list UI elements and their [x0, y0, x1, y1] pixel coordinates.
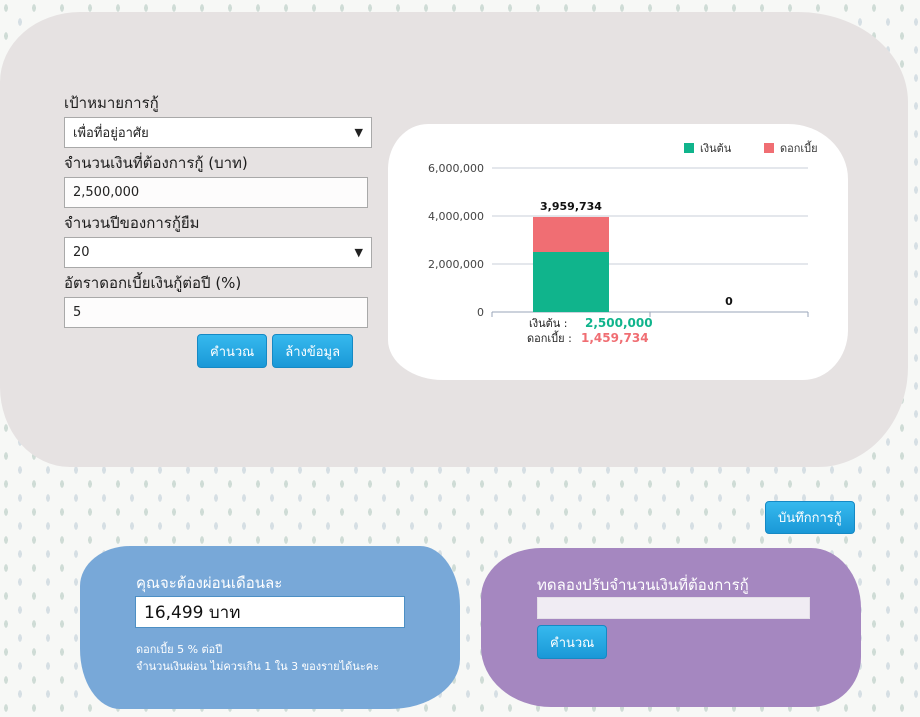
adjust-calculate-button[interactable]: คำนวณ [537, 625, 608, 659]
interest-breakdown-value: 1,459,734 [581, 331, 649, 345]
legend-label: ดอกเบี้ย [780, 140, 818, 155]
rate-input[interactable]: 5 [64, 297, 368, 328]
amount-input[interactable]: 2,500,000 [64, 177, 368, 208]
clear-button[interactable]: ล้างข้อมูล [272, 334, 354, 368]
principal-breakdown-value: 2,500,000 [585, 316, 653, 330]
save-loan-button[interactable]: บันทึกการกู้ [765, 501, 855, 534]
income-limit-note: จำนวนเงินผ่อน ไม่ควรเกิน 1 ใน 3 ของรายได… [136, 660, 379, 673]
rate-label: อัตราดอกเบี้ยเงินกู้ต่อปี (%) [64, 274, 242, 292]
legend-label: เงินต้น [700, 142, 732, 155]
principal-bar [533, 252, 609, 312]
y-tick-label: 2,000,000 [428, 258, 484, 271]
years-select[interactable]: 20 ▼ [64, 237, 372, 268]
payment-title: คุณจะต้องผ่อนเดือนละ [136, 574, 283, 592]
interest-rate-note: ดอกเบี้ย 5 % ต่อปี [136, 643, 223, 656]
purpose-select[interactable]: เพื่อที่อยู่อาศัย ▼ [64, 117, 372, 148]
loan-chart: 0 2,000,000 4,000,000 6,000,000 3,959,734 0 เง… [428, 140, 818, 345]
bar-total-label: 3,959,734 [540, 200, 602, 213]
interest-breakdown-label: ดอกเบี้ย : [527, 330, 572, 345]
monthly-payment-value: 16,499 บาท [144, 602, 241, 623]
loan-form: เป้าหมายการกู้ เพื่อที่อยู่อาศัย ▼ จำนวน… [64, 88, 374, 328]
bar-total-label: 0 [725, 295, 733, 308]
years-value: 20 [73, 245, 90, 260]
legend-swatch [684, 143, 694, 153]
caret-down-icon: ▼ [354, 126, 363, 139]
calculate-button[interactable]: คำนวณ [197, 334, 268, 368]
purpose-value: เพื่อที่อยู่อาศัย [73, 126, 149, 141]
amount-value: 2,500,000 [73, 185, 140, 200]
amount-label: จำนวนเงินที่ต้องการกู้ (บาท) [64, 154, 248, 172]
caret-down-icon: ▼ [354, 246, 363, 259]
purpose-label: เป้าหมายการกู้ [64, 94, 159, 112]
adjust-amount-input[interactable] [537, 597, 810, 619]
monthly-payment-output: 16,499 บาท [135, 596, 405, 628]
principal-breakdown-label: เงินต้น : [529, 317, 568, 330]
y-tick-label: 0 [477, 306, 484, 319]
adjust-title: ทดลองปรับจำนวนเงินที่ต้องการกู้ [537, 576, 749, 594]
interest-bar [533, 216, 609, 252]
y-tick-label: 4,000,000 [428, 210, 484, 223]
years-label: จำนวนปีของการกู้ยืม [64, 214, 200, 232]
chart-card: 0 2,000,000 4,000,000 6,000,000 3,959,734 0 เง… [388, 124, 848, 380]
legend-swatch [764, 143, 774, 153]
rate-value: 5 [73, 305, 82, 320]
y-tick-label: 6,000,000 [428, 162, 484, 175]
form-actions: คำนวณ ล้างข้อมูล [197, 334, 354, 368]
